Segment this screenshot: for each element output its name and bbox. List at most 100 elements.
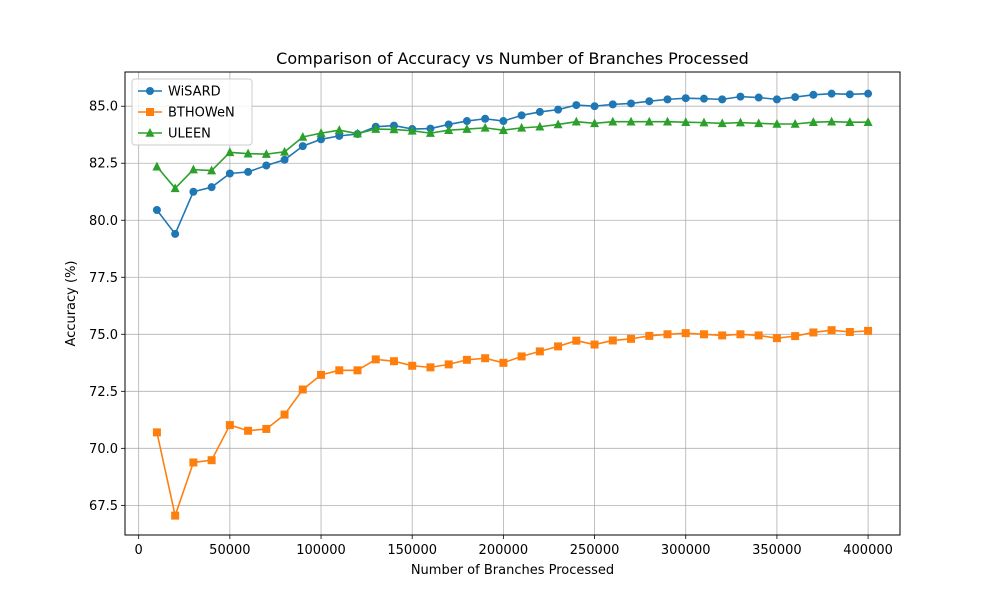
data-point-bthowen <box>681 329 690 338</box>
data-point-uleen <box>790 119 800 128</box>
data-point-uleen <box>735 117 745 127</box>
x-tick-label: 350000 <box>752 543 802 558</box>
data-point-uleen <box>863 117 873 126</box>
x-tick-label: 50000 <box>209 543 250 558</box>
data-point-wisard <box>535 107 544 116</box>
data-point-wisard <box>225 169 234 178</box>
series-group <box>152 89 873 520</box>
data-point-bthowen <box>262 424 271 433</box>
data-point-wisard <box>608 100 617 109</box>
data-point-wisard <box>572 101 581 110</box>
y-axis-title: Accuracy (%) <box>64 261 79 347</box>
data-point-wisard <box>845 90 854 99</box>
data-point-bthowen <box>353 366 362 375</box>
data-point-uleen <box>188 164 198 174</box>
axis-ticks: 0 50000 100000 150000 200000 250000 300000 3500… <box>89 100 893 558</box>
data-point-bthowen <box>244 426 253 435</box>
data-point-uleen <box>261 149 271 158</box>
data-point-wisard <box>481 114 490 123</box>
y-tick-label: 72.5 <box>89 385 118 400</box>
data-point-wisard <box>663 95 672 104</box>
data-point-wisard <box>244 167 253 176</box>
data-point-uleen <box>280 146 290 156</box>
data-point-bthowen <box>736 330 745 339</box>
data-point-wisard <box>809 90 818 99</box>
data-point-wisard <box>171 229 180 238</box>
data-point-bthowen <box>554 342 563 351</box>
x-tick-label: 200000 <box>479 543 529 558</box>
series-line-bthowen <box>156 329 869 517</box>
data-point-bthowen <box>663 330 672 339</box>
data-point-bthowen <box>572 336 581 345</box>
legend-box <box>131 78 253 146</box>
data-point-bthowen <box>864 326 873 335</box>
data-point-wisard <box>645 97 654 106</box>
data-point-wisard <box>718 95 727 104</box>
data-point-wisard <box>864 89 873 98</box>
data-point-bthowen <box>718 331 727 340</box>
data-point-bthowen <box>535 347 544 356</box>
data-point-uleen <box>535 121 545 131</box>
data-point-bthowen <box>645 331 654 340</box>
x-tick-label: 400000 <box>843 543 893 558</box>
data-point-uleen <box>243 148 253 158</box>
data-point-uleen <box>571 116 581 126</box>
y-tick-label: 67.5 <box>89 499 118 514</box>
data-point-uleen <box>717 118 727 128</box>
legend-item-bthowen: BTHOWeN <box>138 106 235 121</box>
data-point-bthowen <box>171 511 180 520</box>
data-point-wisard <box>499 117 508 126</box>
series-line-wisard <box>156 92 869 235</box>
y-tick-label: 75.0 <box>89 328 118 343</box>
y-tick-label: 70.0 <box>89 442 118 457</box>
data-point-uleen <box>298 132 308 141</box>
data-point-bthowen <box>280 410 289 419</box>
chart-title: Comparison of Accuracy vs Number of Bran… <box>276 49 749 68</box>
data-point-bthowen <box>499 358 508 367</box>
data-point-wisard <box>462 117 471 126</box>
data-point-bthowen <box>845 328 854 337</box>
data-point-uleen <box>590 118 600 128</box>
data-point-bthowen <box>298 385 307 394</box>
data-point-bthowen <box>809 328 818 337</box>
data-point-bthowen <box>590 340 599 349</box>
x-tick-label: 250000 <box>570 543 620 558</box>
data-point-wisard <box>189 187 198 196</box>
data-point-bthowen <box>608 336 617 345</box>
data-point-uleen <box>754 118 764 128</box>
data-point-bthowen <box>335 366 344 375</box>
data-point-uleen <box>845 117 855 126</box>
x-tick-label: 100000 <box>296 543 346 558</box>
data-point-bthowen <box>827 326 836 335</box>
data-point-uleen <box>353 128 362 138</box>
legend-marker <box>146 108 154 116</box>
grid-lines <box>125 72 900 535</box>
data-point-uleen <box>444 125 454 134</box>
data-point-wisard <box>590 102 599 111</box>
data-point-uleen <box>407 125 417 135</box>
data-point-uleen <box>152 161 162 171</box>
data-point-uleen <box>425 128 435 137</box>
data-point-wisard <box>699 94 708 103</box>
data-point-wisard <box>262 161 271 170</box>
series-uleen <box>152 116 873 193</box>
data-point-bthowen <box>207 456 216 465</box>
data-point-wisard <box>681 94 690 103</box>
series-wisard <box>152 89 873 238</box>
legend-marker <box>146 87 154 95</box>
data-point-bthowen <box>189 458 198 467</box>
legend-marker <box>145 128 155 137</box>
data-point-uleen <box>316 128 326 137</box>
legend-label: BTHOWeN <box>168 106 235 121</box>
data-point-wisard <box>298 142 307 151</box>
data-point-uleen <box>626 116 636 126</box>
data-point-wisard <box>444 120 453 129</box>
data-point-uleen <box>681 117 691 126</box>
data-point-uleen <box>772 119 782 128</box>
legend: WiSARD BTHOWeN ULEEN <box>131 78 253 146</box>
data-point-uleen <box>808 117 818 126</box>
data-point-bthowen <box>317 370 326 379</box>
data-point-uleen <box>644 116 654 126</box>
data-point-uleen <box>225 147 235 157</box>
